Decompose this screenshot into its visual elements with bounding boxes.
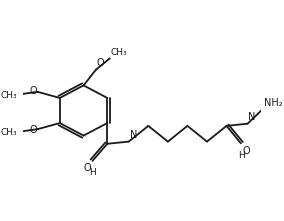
Text: CH₃: CH₃ [1,128,18,137]
Text: O: O [29,125,37,135]
Text: CH₃: CH₃ [1,91,18,100]
Text: O: O [29,86,37,96]
Text: H: H [238,151,245,160]
Text: O: O [83,163,91,173]
Text: O: O [242,146,250,156]
Text: CH₃: CH₃ [111,48,128,57]
Text: N: N [248,112,256,122]
Text: N: N [130,130,137,140]
Text: H: H [89,168,96,177]
Text: O: O [97,57,104,67]
Text: NH₂: NH₂ [264,97,283,108]
